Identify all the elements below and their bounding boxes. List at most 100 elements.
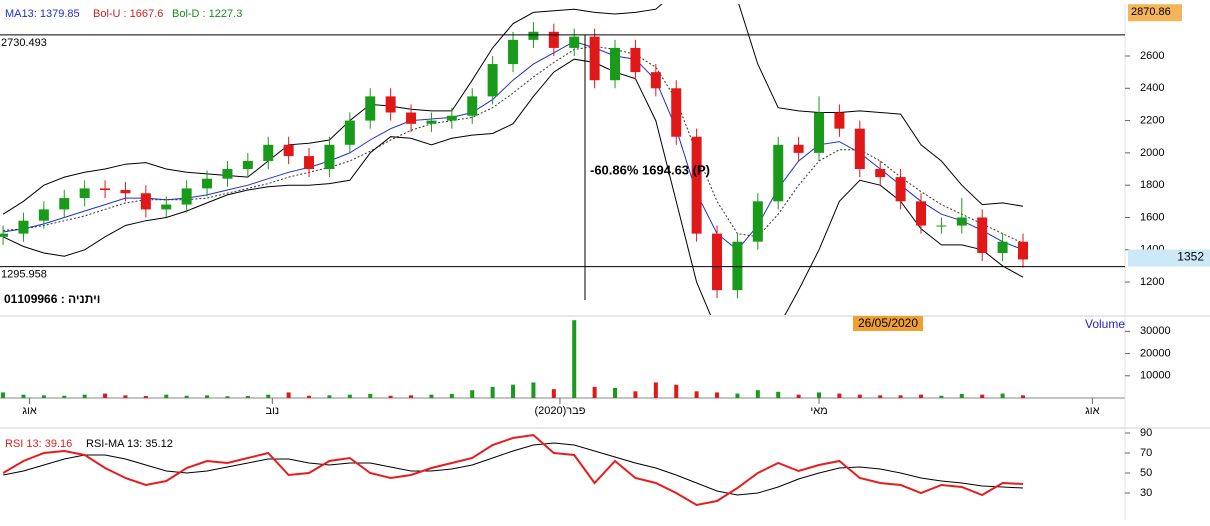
volume-bar xyxy=(531,382,536,398)
y-tick-label: 2600 xyxy=(1140,50,1164,62)
volume-bar xyxy=(205,395,210,398)
candle-body xyxy=(38,209,49,221)
candle-body xyxy=(793,144,804,153)
volume-bar xyxy=(857,394,862,398)
last-value-label: 1352 xyxy=(1177,250,1204,264)
candle-body xyxy=(1018,241,1029,260)
volume-bar xyxy=(245,396,250,398)
candle-body xyxy=(304,156,315,170)
candle-body xyxy=(263,144,274,161)
candle-body xyxy=(222,169,233,179)
candle-body xyxy=(202,178,213,189)
candle-body xyxy=(324,144,335,170)
last-value-label: 2870.86 xyxy=(1131,6,1171,18)
candle-body xyxy=(814,112,825,153)
candle-body xyxy=(161,204,172,210)
volume-bar xyxy=(82,394,87,398)
y-tick-label: 2200 xyxy=(1140,114,1164,126)
legend-entry: RSI 13: 39.16 xyxy=(5,438,72,450)
candle-body xyxy=(283,144,294,157)
candle-body xyxy=(732,241,743,291)
candle-body xyxy=(936,225,947,227)
volume-bar xyxy=(103,393,108,398)
y-tick-label: 90 xyxy=(1140,427,1152,439)
candle-body xyxy=(385,96,396,113)
volume-bar xyxy=(470,390,475,398)
y-tick-label: 1200 xyxy=(1140,276,1164,288)
volume-bar xyxy=(592,386,597,398)
date-box xyxy=(853,316,923,331)
rsi-line xyxy=(3,442,1024,496)
volume-bar xyxy=(266,394,271,398)
candle-body xyxy=(528,31,539,40)
candle-body xyxy=(610,47,621,81)
y-tick-label: 30000 xyxy=(1140,325,1171,337)
volume-bar xyxy=(735,393,740,398)
candle-body xyxy=(508,39,519,65)
y-tick-label: 30 xyxy=(1140,487,1152,499)
volume-bar xyxy=(429,394,434,398)
candle-body xyxy=(569,36,580,48)
candle-body xyxy=(875,169,886,178)
x-tick-label: פבר(2020) xyxy=(534,405,585,417)
candle-body xyxy=(487,64,498,97)
x-tick-label: אוג xyxy=(1085,405,1100,417)
volume-bar xyxy=(62,395,67,398)
x-tick-label: נוב xyxy=(265,405,279,417)
y-tick-label: 20000 xyxy=(1140,347,1171,359)
volume-bar xyxy=(1000,393,1005,398)
candle-body xyxy=(956,217,967,226)
candle-body xyxy=(344,120,355,145)
y-tick-label: 50 xyxy=(1140,467,1152,479)
last-value-box xyxy=(1128,4,1182,22)
rsi-plot xyxy=(2,433,1024,507)
volume-bar xyxy=(388,395,393,398)
x-tick-label: מאי xyxy=(810,405,827,417)
indicator-line xyxy=(2,4,1024,215)
x-tick-label: אוג xyxy=(22,405,37,417)
candle-body xyxy=(630,47,641,73)
legend-entry: MA13: 1379.85 xyxy=(5,8,80,20)
candle-body xyxy=(446,115,457,121)
candle-body xyxy=(650,72,661,89)
symbol-label: ויתניה : 01109966 xyxy=(4,292,101,306)
legend-entry: Bol-U : 1667.6 xyxy=(93,8,163,20)
candle-body xyxy=(854,128,865,170)
volume-bar xyxy=(409,395,414,398)
candle-body xyxy=(365,96,376,121)
crosshair-label: 2730.493 xyxy=(1,37,47,49)
volume-bar xyxy=(715,392,720,398)
candle-body xyxy=(997,241,1008,253)
volume-bar xyxy=(1,392,6,398)
volume-bar xyxy=(898,395,903,398)
indicator-line xyxy=(3,40,1024,251)
candle-body xyxy=(589,36,600,81)
volume-bar xyxy=(1021,395,1026,398)
price-plot xyxy=(0,4,1029,315)
volume-bar xyxy=(307,395,312,398)
volume-bar xyxy=(123,395,128,398)
indicator-line xyxy=(2,58,1024,315)
candle-body xyxy=(895,177,906,202)
volume-bar xyxy=(286,392,291,398)
date-label: 26/05/2020 xyxy=(858,316,918,330)
volume-bar xyxy=(878,395,883,398)
candle-body xyxy=(467,96,478,116)
volume-bar xyxy=(776,391,781,398)
candle-body xyxy=(426,120,437,124)
candle-body xyxy=(406,112,417,124)
volume-bar xyxy=(143,396,148,398)
candle-body xyxy=(140,193,151,210)
candle-body xyxy=(79,188,90,199)
candle-body xyxy=(712,233,723,291)
y-tick-label: 70 xyxy=(1140,447,1152,459)
annotation: -60.86% 1694.63 (P) xyxy=(590,162,710,177)
rsi-line xyxy=(2,433,1024,507)
volume-bar xyxy=(939,395,944,398)
volume-bar xyxy=(755,390,760,398)
y-tick-label: 1600 xyxy=(1140,211,1164,223)
volume-bar xyxy=(959,394,964,398)
candle-body xyxy=(59,198,70,210)
